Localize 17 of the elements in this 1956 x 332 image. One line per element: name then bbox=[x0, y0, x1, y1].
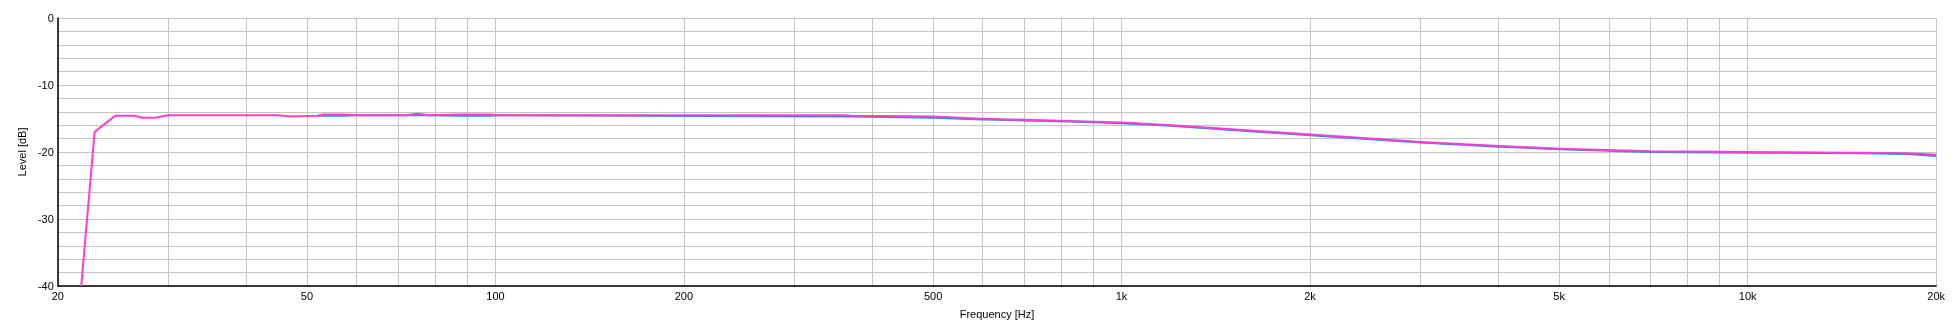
x-tick-label: 500 bbox=[923, 289, 943, 302]
y-tick-label: -30 bbox=[37, 213, 54, 225]
x-tick-label: 20 bbox=[51, 289, 64, 302]
x-tick-label: 2k bbox=[1304, 289, 1317, 302]
x-tick-label: 50 bbox=[300, 289, 314, 302]
x-axis-title: Frequency [Hz] bbox=[959, 307, 1035, 320]
y-tick-label: -10 bbox=[37, 79, 54, 91]
y-tick-label: -20 bbox=[37, 146, 54, 158]
y-tick-label: -40 bbox=[37, 280, 54, 292]
y-tick-label: 0 bbox=[47, 12, 54, 24]
x-tick-label: 10k bbox=[1738, 289, 1758, 302]
x-tick-label: 100 bbox=[486, 289, 505, 302]
y-axis-title: Level [dB] bbox=[15, 127, 28, 177]
x-tick-label: 200 bbox=[674, 289, 694, 302]
x-tick-label: 20k bbox=[1927, 289, 1946, 302]
x-tick-label: 1k bbox=[1115, 289, 1128, 302]
x-tick-label: 5k bbox=[1553, 289, 1566, 302]
